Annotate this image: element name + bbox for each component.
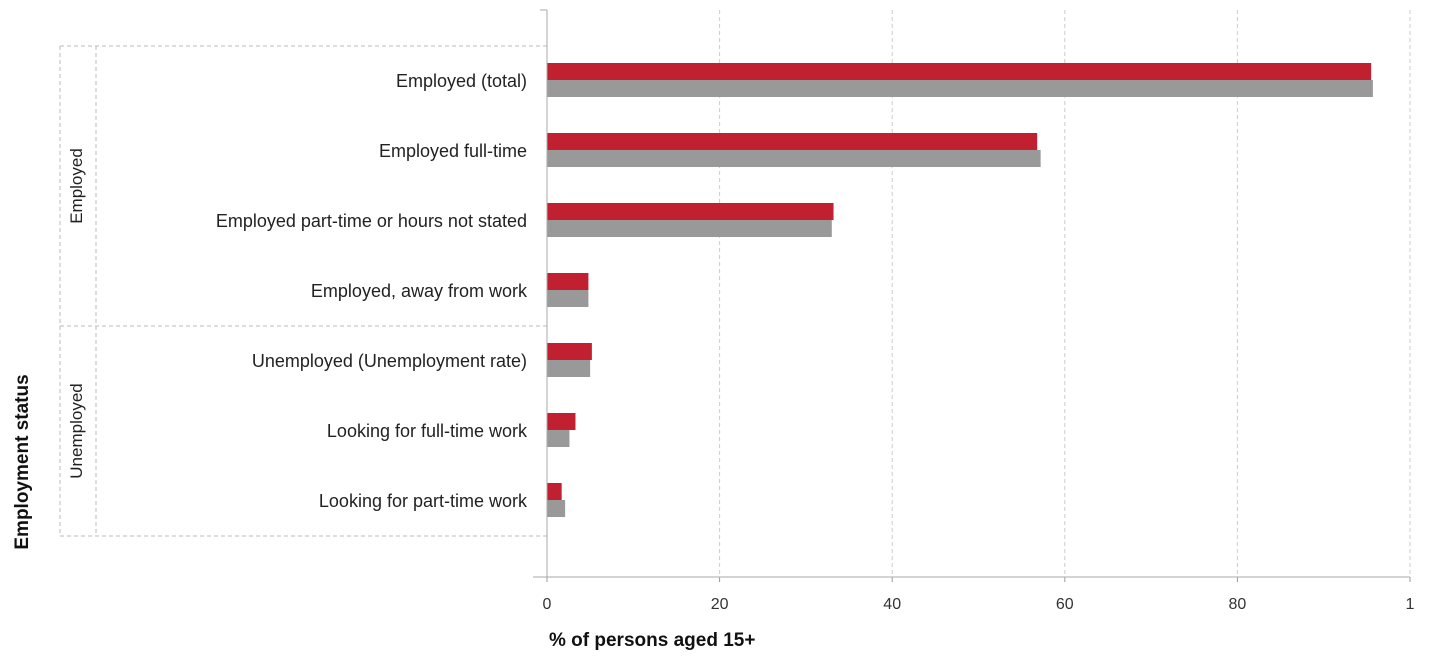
- bar: [547, 430, 570, 447]
- grid-lines: [719, 10, 1411, 577]
- bar: [547, 343, 592, 360]
- bars: [547, 63, 1373, 517]
- x-axis-title: % of persons aged 15+: [549, 630, 755, 651]
- x-tick-label: 1: [1406, 596, 1415, 613]
- bar: [547, 483, 562, 500]
- category-label: Looking for part-time work: [319, 491, 528, 511]
- category-label: Employed, away from work: [311, 281, 528, 301]
- category-frame: [59, 45, 547, 537]
- bar: [547, 220, 832, 237]
- bar: [547, 290, 589, 307]
- bar: [547, 63, 1372, 80]
- y-axis-title: Employment status: [12, 374, 33, 549]
- bar: [547, 413, 576, 430]
- bar: [547, 133, 1038, 150]
- bar: [547, 500, 566, 517]
- bar: [547, 80, 1373, 97]
- x-tick-label: 80: [1229, 596, 1247, 613]
- category-label: Unemployed (Unemployment rate): [252, 351, 527, 371]
- bar: [547, 273, 589, 290]
- x-tick-label: 60: [1056, 596, 1074, 613]
- x-tick-label: 0: [543, 596, 552, 613]
- bar: [547, 360, 591, 377]
- x-tick-label: 20: [711, 596, 729, 613]
- group-label: Unemployed: [67, 383, 86, 478]
- x-axis: 0 20 40 60 80 1: [533, 9, 1415, 613]
- bar: [547, 150, 1041, 167]
- category-label: Employed full-time: [379, 141, 527, 161]
- category-label: Employed (total): [396, 71, 527, 91]
- category-label: Looking for full-time work: [327, 421, 528, 441]
- category-label: Employed part-time or hours not stated: [216, 211, 527, 231]
- bar: [547, 203, 834, 220]
- category-labels: Employed Unemployed Employed (total) Employ…: [67, 71, 528, 511]
- x-tick-label: 40: [883, 596, 901, 613]
- group-label: Employed: [67, 148, 86, 224]
